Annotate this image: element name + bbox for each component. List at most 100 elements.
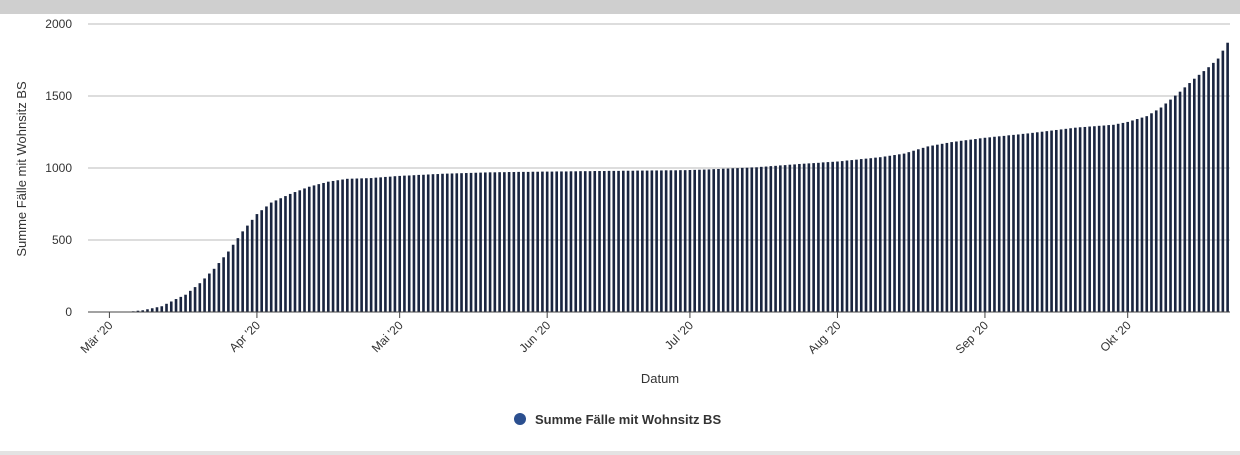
- bar[interactable]: [664, 170, 668, 312]
- bar[interactable]: [1159, 107, 1163, 313]
- bar[interactable]: [384, 176, 387, 312]
- bar[interactable]: [246, 225, 249, 312]
- bar[interactable]: [555, 171, 559, 312]
- bar[interactable]: [512, 172, 516, 312]
- bar[interactable]: [1102, 125, 1106, 313]
- bar[interactable]: [441, 173, 444, 312]
- bar[interactable]: [840, 161, 844, 312]
- bar[interactable]: [545, 171, 549, 312]
- bar[interactable]: [779, 165, 782, 312]
- bar[interactable]: [926, 146, 930, 312]
- bar[interactable]: [902, 153, 906, 312]
- bar[interactable]: [598, 171, 601, 312]
- bar[interactable]: [907, 152, 911, 312]
- bar[interactable]: [141, 310, 145, 312]
- bar[interactable]: [712, 169, 716, 312]
- bar[interactable]: [150, 308, 154, 312]
- bar[interactable]: [436, 174, 440, 312]
- bar[interactable]: [1050, 130, 1053, 312]
- bar[interactable]: [1221, 50, 1225, 312]
- bar[interactable]: [836, 161, 839, 312]
- bar[interactable]: [1216, 58, 1220, 313]
- bar[interactable]: [1145, 116, 1149, 312]
- bar[interactable]: [607, 170, 611, 312]
- bar[interactable]: [945, 142, 949, 312]
- bar[interactable]: [136, 310, 140, 312]
- bar[interactable]: [807, 163, 811, 312]
- bar[interactable]: [541, 171, 544, 312]
- bar[interactable]: [679, 170, 682, 312]
- bar[interactable]: [1212, 62, 1215, 312]
- bar[interactable]: [755, 167, 758, 312]
- bar[interactable]: [717, 169, 720, 312]
- bar[interactable]: [1188, 83, 1191, 312]
- bar[interactable]: [683, 170, 687, 312]
- bar[interactable]: [878, 157, 882, 312]
- bar[interactable]: [341, 179, 344, 312]
- bar[interactable]: [269, 202, 273, 312]
- bar[interactable]: [1226, 42, 1229, 312]
- bar[interactable]: [993, 136, 996, 312]
- bar[interactable]: [203, 278, 206, 312]
- bar[interactable]: [793, 164, 796, 312]
- bar[interactable]: [931, 145, 934, 312]
- bar[interactable]: [1116, 123, 1120, 312]
- bar[interactable]: [964, 140, 968, 312]
- bar[interactable]: [474, 172, 478, 312]
- bar[interactable]: [569, 171, 573, 312]
- bar[interactable]: [883, 156, 887, 312]
- bar[interactable]: [1173, 95, 1177, 312]
- bar[interactable]: [745, 167, 749, 312]
- bar[interactable]: [917, 149, 920, 312]
- bar[interactable]: [969, 139, 972, 312]
- bar[interactable]: [936, 144, 939, 312]
- bar[interactable]: [707, 169, 711, 312]
- bar[interactable]: [1012, 134, 1015, 312]
- bar[interactable]: [798, 163, 801, 312]
- bar[interactable]: [1078, 127, 1082, 312]
- bar[interactable]: [1026, 133, 1030, 312]
- bar[interactable]: [208, 273, 211, 312]
- bar[interactable]: [655, 170, 658, 312]
- bar[interactable]: [293, 192, 297, 312]
- bar[interactable]: [174, 299, 178, 312]
- bar[interactable]: [631, 170, 635, 312]
- bar[interactable]: [617, 170, 620, 312]
- bar[interactable]: [1035, 132, 1039, 312]
- bar[interactable]: [1150, 113, 1153, 312]
- bar[interactable]: [1021, 133, 1025, 312]
- bar[interactable]: [1007, 135, 1011, 312]
- bar[interactable]: [997, 136, 1001, 312]
- bar[interactable]: [845, 160, 849, 312]
- bar[interactable]: [346, 178, 349, 312]
- bar[interactable]: [774, 165, 777, 312]
- bar[interactable]: [859, 159, 863, 312]
- bar[interactable]: [950, 142, 953, 312]
- bar[interactable]: [1178, 91, 1182, 313]
- legend[interactable]: Summe Fälle mit Wohnsitz BS: [514, 412, 721, 427]
- bar[interactable]: [817, 162, 820, 312]
- bar[interactable]: [850, 160, 854, 312]
- bar[interactable]: [503, 172, 506, 312]
- bar[interactable]: [688, 170, 692, 312]
- bar[interactable]: [1112, 124, 1115, 312]
- bar[interactable]: [317, 184, 321, 312]
- bar[interactable]: [802, 163, 806, 312]
- bar[interactable]: [488, 172, 492, 312]
- bar[interactable]: [978, 138, 982, 312]
- bar[interactable]: [912, 150, 915, 312]
- bar[interactable]: [469, 172, 473, 312]
- bar[interactable]: [869, 158, 873, 312]
- bar[interactable]: [1135, 119, 1139, 312]
- bar[interactable]: [731, 168, 735, 312]
- bar[interactable]: [1154, 110, 1158, 313]
- bar[interactable]: [955, 141, 958, 313]
- bar[interactable]: [517, 171, 520, 312]
- bar[interactable]: [426, 174, 430, 312]
- bar[interactable]: [1016, 134, 1020, 312]
- bar[interactable]: [303, 188, 306, 312]
- bar[interactable]: [574, 171, 578, 312]
- bar[interactable]: [564, 171, 568, 312]
- bar[interactable]: [227, 251, 230, 312]
- bar[interactable]: [422, 174, 425, 312]
